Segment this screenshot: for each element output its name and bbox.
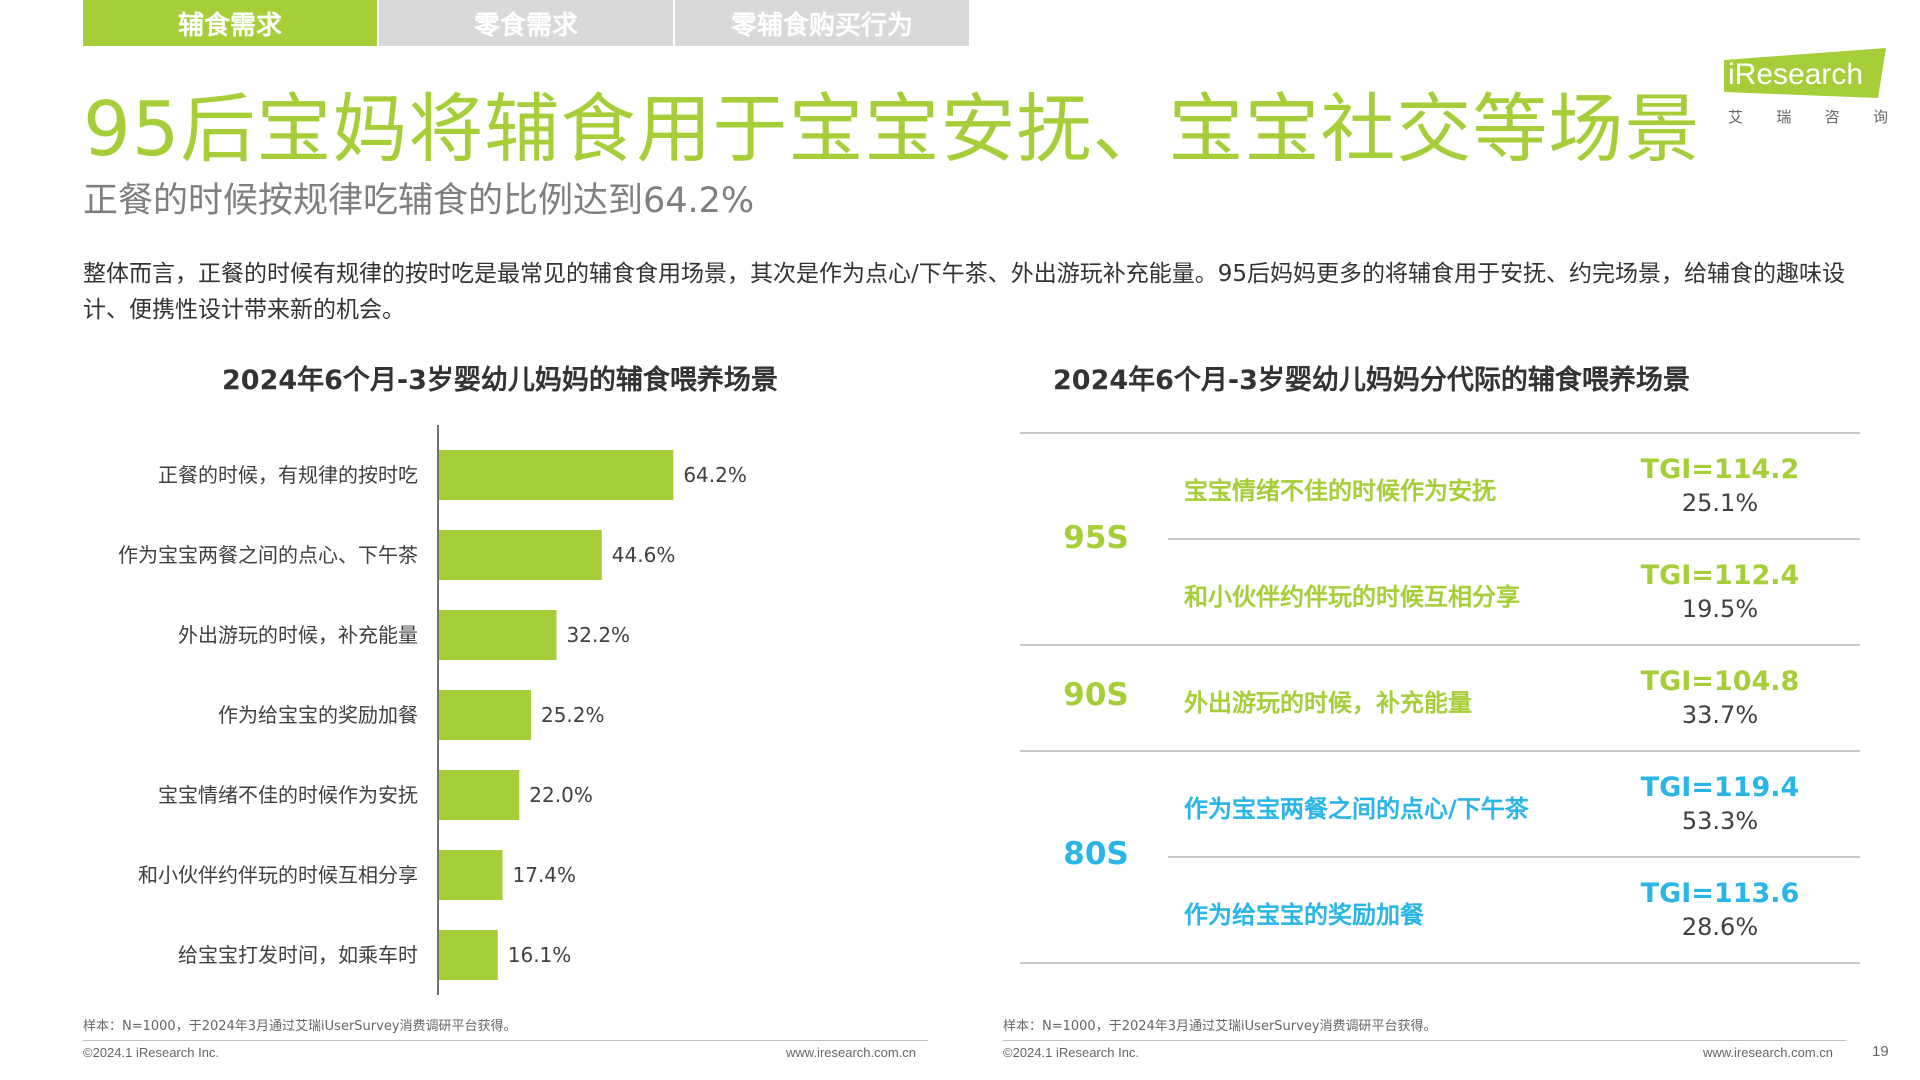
percent-value: 28.6% (1681, 913, 1759, 941)
tab-snack-demand[interactable]: 零食需求 (379, 0, 673, 46)
table-divider (1020, 432, 1860, 434)
page-number: 19 (1872, 1043, 1889, 1060)
footer-divider (83, 1040, 928, 1041)
category-label: 作为给宝宝的奖励加餐 (218, 703, 418, 727)
left-chart-title: 2024年6个月-3岁婴幼儿妈妈的辅食喂养场景 (222, 365, 778, 396)
bar (439, 770, 520, 820)
table-divider (1168, 856, 1860, 858)
value-label: 22.0% (529, 783, 593, 807)
page-title: 95后宝妈将辅食用于宝宝安抚、宝宝社交等场景 (83, 85, 1701, 173)
scene-label: 作为给宝宝的奖励加餐 (1184, 901, 1424, 929)
bar (439, 930, 498, 980)
logo-sub-char: 询 (1872, 108, 1888, 126)
table-divider (1020, 750, 1860, 752)
value-label: 32.2% (567, 623, 631, 647)
category-label: 正餐的时候，有规律的按时吃 (158, 463, 418, 487)
category-label: 给宝宝打发时间，如乘车时 (178, 943, 418, 967)
generation-label-95s: 95S (1063, 520, 1129, 556)
generation-label-90s: 90S (1063, 677, 1129, 713)
logo-sub-char: 瑞 (1776, 108, 1792, 126)
scene-label: 作为宝宝两餐之间的点心/下午茶 (1184, 795, 1529, 823)
table-divider (1020, 644, 1860, 646)
scene-label: 宝宝情绪不佳的时候作为安抚 (1184, 477, 1496, 505)
category-label: 和小伙伴约伴玩的时候互相分享 (138, 863, 418, 887)
page-subtitle: 正餐的时候按规律吃辅食的比例达到64.2% (83, 181, 755, 221)
percent-value: 25.1% (1681, 489, 1759, 517)
value-label: 17.4% (513, 863, 577, 887)
value-label: 25.2% (541, 703, 605, 727)
bar (439, 690, 531, 740)
logo-sub-char: 咨 (1824, 108, 1840, 126)
bar (439, 850, 503, 900)
logo-subtitle: 艾 瑞 咨 询 (1728, 106, 1888, 127)
generation-label-80s: 80S (1063, 836, 1129, 872)
tgi-value: TGI=119.4 (1640, 772, 1800, 803)
category-label: 作为宝宝两餐之间的点心、下午茶 (118, 543, 418, 567)
footer-divider (1003, 1040, 1846, 1041)
percent-value: 33.7% (1681, 701, 1759, 729)
feeding-scenario-bar-chart: 正餐的时候，有规律的按时吃 64.2% 作为宝宝两餐之间的点心、下午茶 44.6% 外出… (118, 425, 747, 995)
right-table-title: 2024年6个月-3岁婴幼儿妈妈分代际的辅食喂养场景 (1053, 365, 1690, 396)
bar (439, 450, 674, 500)
iresearch-logo: iResearch 艾 瑞 咨 询 (1722, 46, 1892, 130)
bar (439, 610, 557, 660)
logo-banner-icon (1724, 48, 1886, 98)
sample-note-right: 样本：N=1000，于2024年3月通过艾瑞iUserSurvey消费调研平台获… (1003, 1019, 1437, 1034)
tab-complementary-food-demand[interactable]: 辅食需求 (83, 0, 377, 46)
scene-label: 外出游玩的时候，补充能量 (1184, 689, 1472, 717)
scene-label: 和小伙伴约伴玩的时候互相分享 (1184, 583, 1520, 611)
site-url-right: www.iresearch.com.cn (1703, 1045, 1834, 1060)
value-label: 16.1% (508, 943, 572, 967)
copyright-right: ©2024.1 iResearch Inc. (1003, 1045, 1140, 1060)
value-label: 44.6% (612, 543, 676, 567)
bar (439, 530, 602, 580)
value-label: 64.2% (683, 463, 747, 487)
tgi-value: TGI=104.8 (1640, 666, 1800, 697)
site-url-left: www.iresearch.com.cn (786, 1045, 917, 1060)
section-tabs: 辅食需求 零食需求 零辅食购买行为 (83, 0, 971, 46)
category-label: 外出游玩的时候，补充能量 (178, 623, 418, 647)
tgi-value: TGI=114.2 (1640, 454, 1800, 485)
percent-value: 19.5% (1681, 595, 1759, 623)
logo-brand-text: iResearch (1728, 58, 1864, 91)
table-divider (1020, 962, 1860, 964)
copyright-left: ©2024.1 iResearch Inc. (83, 1045, 220, 1060)
sample-note-left: 样本：N=1000，于2024年3月通过艾瑞iUserSurvey消费调研平台获… (83, 1019, 517, 1034)
table-divider (1168, 538, 1860, 540)
tab-purchase-behavior[interactable]: 零辅食购买行为 (675, 0, 969, 46)
category-label: 宝宝情绪不佳的时候作为安抚 (158, 783, 418, 807)
intro-paragraph: 整体而言，正餐的时候有规律的按时吃是最常见的辅食食用场景，其次是作为点心/下午茶… (83, 261, 1846, 323)
logo-sub-char: 艾 (1728, 108, 1744, 126)
percent-value: 53.3% (1681, 807, 1759, 835)
tgi-value: TGI=112.4 (1640, 560, 1800, 591)
tgi-value: TGI=113.6 (1640, 878, 1800, 909)
